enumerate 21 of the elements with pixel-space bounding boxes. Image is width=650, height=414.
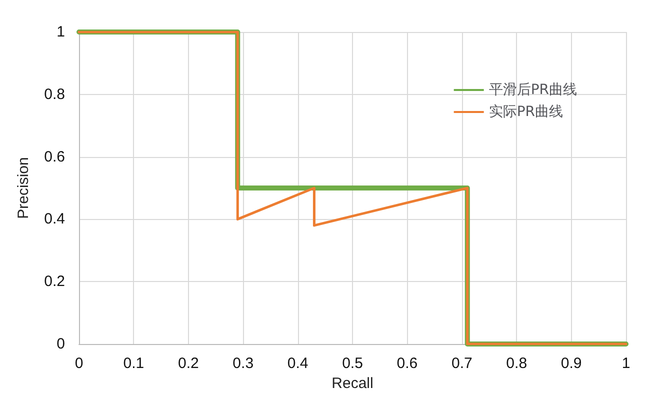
x-tick-label: 0.3 (232, 355, 254, 372)
legend-label: 平滑后PR曲线 (488, 82, 577, 98)
x-tick-label: 0.4 (287, 355, 308, 372)
x-tick-label: 0.9 (560, 355, 582, 372)
y-axis-title: Precision (15, 157, 32, 219)
y-tick-label: 0.4 (44, 210, 65, 228)
y-tick-label: 0.8 (44, 86, 65, 103)
x-tick-label: 0.5 (342, 355, 363, 372)
y-tick-label: 1 (56, 24, 65, 40)
x-axis-title: Recall (332, 375, 374, 392)
x-tick-label: 0.1 (123, 355, 144, 372)
x-tick-label: 0.7 (451, 355, 472, 372)
y-tick-label: 0.2 (44, 273, 65, 290)
y-tick-label: 0 (56, 336, 65, 352)
x-tick-label: 1 (622, 355, 630, 372)
x-tick-label: 0 (74, 355, 84, 372)
y-tick-label: 0.6 (44, 148, 65, 166)
x-tick-label: 0.6 (396, 355, 418, 372)
legend-label: 实际PR曲线 (488, 104, 563, 120)
x-tick-label: 0.8 (506, 355, 528, 372)
x-tick-label: 0.2 (178, 355, 199, 372)
